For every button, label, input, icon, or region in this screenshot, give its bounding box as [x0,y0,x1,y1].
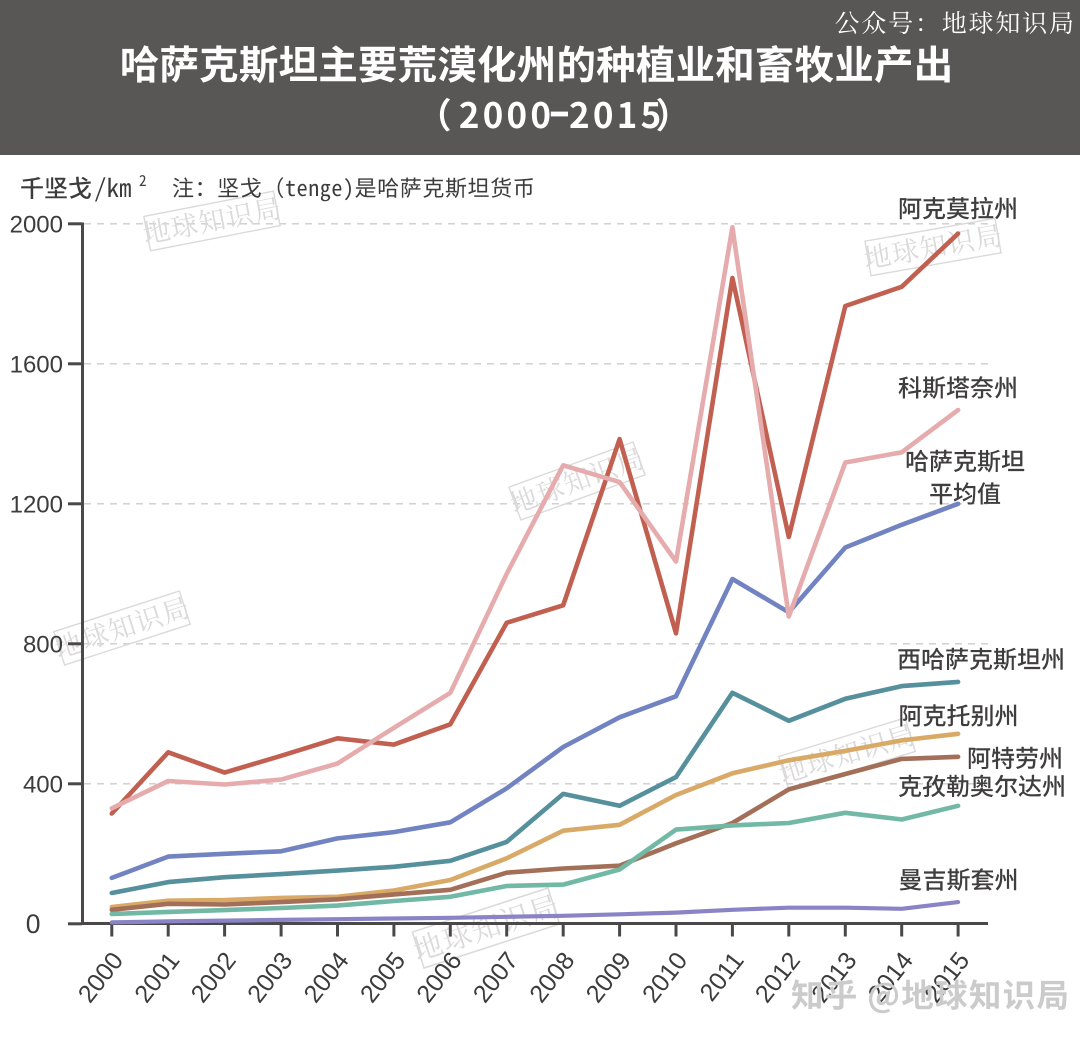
svg-text:2000: 2000 [10,212,63,239]
svg-text:1600: 1600 [10,352,63,379]
svg-text:0: 0 [26,909,41,939]
svg-text:800: 800 [23,632,63,659]
svg-text:400: 400 [23,772,63,799]
svg-text:1200: 1200 [10,492,63,519]
